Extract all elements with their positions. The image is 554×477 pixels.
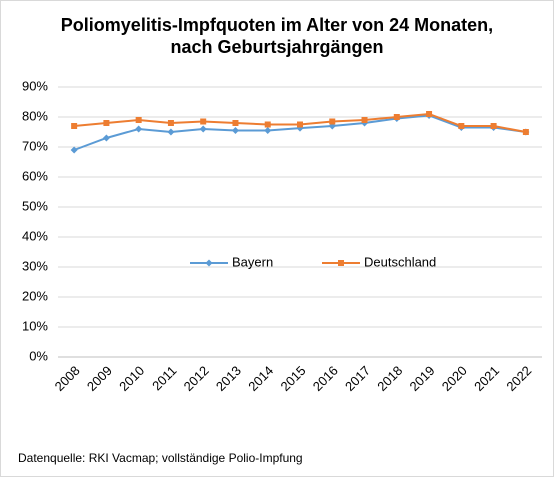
marker (205, 259, 213, 267)
marker (167, 120, 174, 126)
marker (522, 129, 529, 135)
marker (167, 128, 175, 136)
y-tick-label: 40% (22, 228, 48, 243)
y-tick-label: 30% (22, 258, 48, 273)
marker (426, 111, 433, 117)
legend-label: Deutschland (364, 254, 436, 269)
marker (296, 124, 304, 132)
source-note: Datenquelle: RKI Vacmap; vollständige Po… (18, 451, 303, 465)
marker (393, 114, 400, 120)
marker (71, 123, 78, 129)
marker (458, 123, 465, 129)
y-tick-label: 60% (22, 168, 48, 183)
marker (264, 121, 271, 128)
marker (264, 127, 272, 134)
legend-label: Bayern (232, 254, 273, 269)
chart-title: Poliomyelitis-Impfquoten im Alter von 24… (60, 15, 494, 57)
y-tick-label: 70% (22, 138, 48, 153)
marker (199, 125, 207, 133)
marker (135, 125, 143, 133)
y-tick-label: 80% (22, 108, 48, 123)
y-tick-label: 0% (29, 348, 48, 363)
marker (231, 127, 239, 134)
marker (103, 120, 110, 126)
marker (297, 121, 303, 128)
y-tick-label: 90% (22, 78, 48, 93)
marker (102, 134, 110, 142)
marker (490, 123, 497, 129)
marker (329, 118, 336, 125)
marker (338, 260, 344, 266)
marker (70, 146, 78, 154)
y-tick-label: 50% (22, 198, 48, 213)
marker (361, 117, 368, 123)
y-tick-label: 20% (22, 288, 48, 303)
marker (200, 118, 207, 125)
marker (135, 117, 142, 123)
marker (232, 120, 239, 126)
y-tick-label: 10% (22, 318, 48, 333)
